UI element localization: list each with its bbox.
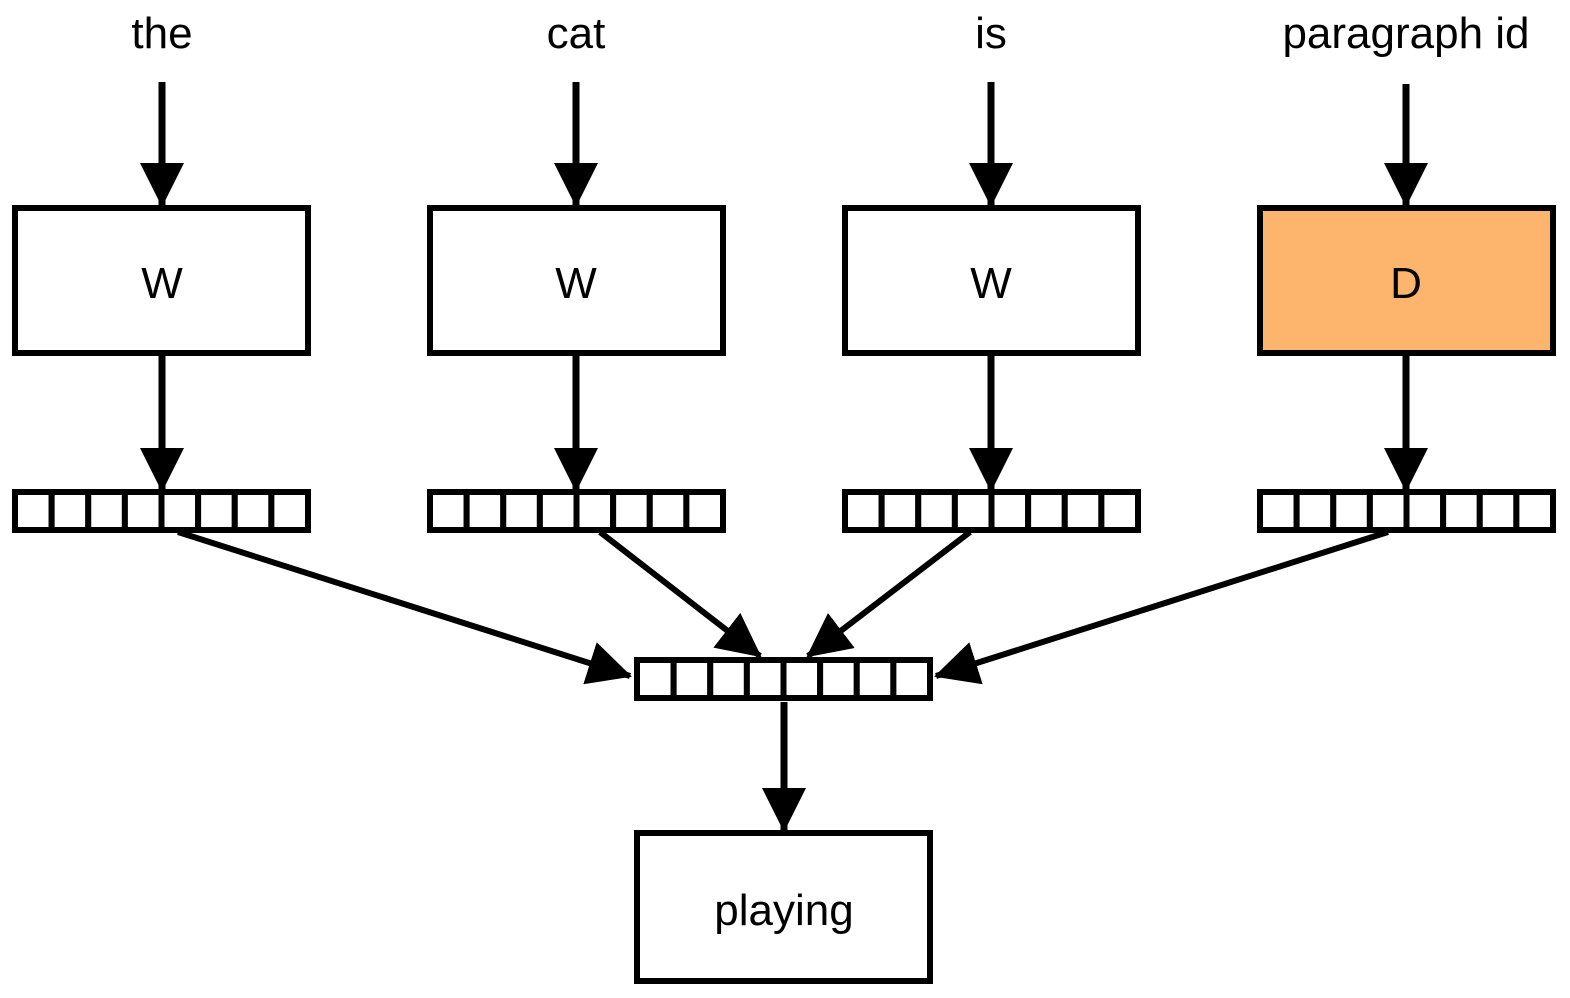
matrix-box-cat xyxy=(427,205,726,356)
vector-cell xyxy=(1330,489,1373,533)
vector-cell xyxy=(634,657,677,701)
vector-cell xyxy=(853,657,897,701)
vector-cell xyxy=(1025,489,1068,533)
embedding-vector-cat xyxy=(427,489,726,533)
vector-cell xyxy=(817,657,860,701)
vector-cell xyxy=(1440,489,1483,533)
input-paragraph-id: paragraph id xyxy=(1282,9,1529,58)
vector-cell xyxy=(1293,489,1337,533)
vector-cell xyxy=(573,489,617,533)
vector-cell xyxy=(85,489,128,533)
embedding-vector-the xyxy=(12,489,311,533)
arrow-is-vector-to-combined xyxy=(806,529,972,659)
vector-cell xyxy=(1366,489,1410,533)
matrix-label-paragraph: D xyxy=(1390,259,1422,308)
input-word-cat: cat xyxy=(547,9,606,58)
vector-cell xyxy=(951,489,995,533)
vector-cell xyxy=(158,489,202,533)
combined-vector xyxy=(634,657,933,701)
vector-cell xyxy=(1513,489,1556,533)
vector-cell xyxy=(743,657,787,701)
vector-cell xyxy=(842,489,885,533)
vector-cell xyxy=(1403,489,1447,533)
matrix-label-the: W xyxy=(141,259,183,308)
vector-cell xyxy=(1476,489,1520,533)
vector-cell xyxy=(536,489,580,533)
vector-cell xyxy=(463,489,507,533)
vector-cell xyxy=(48,489,92,533)
vector-cell xyxy=(195,489,238,533)
embedding-vector-paragraph xyxy=(1257,489,1556,533)
arrow-the-vector-to-combined xyxy=(177,529,632,685)
matrix-label-is: W xyxy=(970,259,1012,308)
vector-cell xyxy=(646,489,690,533)
arrow-paragraph-vector-to-combined xyxy=(934,529,1389,685)
vector-cell xyxy=(890,657,933,701)
vector-cell xyxy=(1257,489,1300,533)
vector-cell xyxy=(878,489,922,533)
vector-cell xyxy=(1098,489,1141,533)
input-word-is: is xyxy=(975,9,1007,58)
matrix-box-is xyxy=(842,205,1141,356)
vector-cell xyxy=(683,489,726,533)
vector-cell xyxy=(231,489,275,533)
vector-cell xyxy=(500,489,543,533)
arrow-cat-vector-to-combined xyxy=(598,529,762,659)
vector-cell xyxy=(610,489,653,533)
vector-cell xyxy=(12,489,55,533)
matrix-box-the xyxy=(12,205,311,356)
vector-cell xyxy=(1061,489,1105,533)
vector-cell xyxy=(427,489,470,533)
output-box xyxy=(634,830,933,984)
matrix-label-cat: W xyxy=(555,259,597,308)
vector-cell xyxy=(121,489,165,533)
paragraph-matrix-box xyxy=(1257,205,1556,356)
vector-cell xyxy=(670,657,714,701)
embedding-vector-is xyxy=(842,489,1141,533)
vector-cell xyxy=(268,489,311,533)
output-label: playing xyxy=(714,886,853,935)
vector-cell xyxy=(915,489,958,533)
vector-cell xyxy=(780,657,824,701)
vector-cell xyxy=(707,657,750,701)
input-word-the: the xyxy=(131,9,192,58)
vector-cell xyxy=(988,489,1032,533)
